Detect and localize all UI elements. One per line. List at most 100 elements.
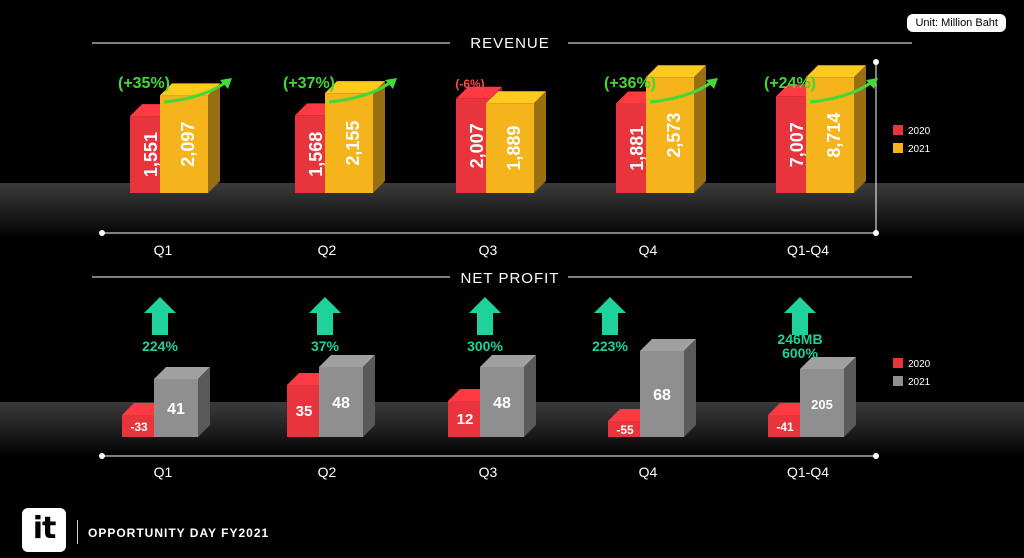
bar-top-face [319,355,375,367]
bar-top-face [646,65,706,78]
profit-value-label-2020-Q3: 12 [457,411,474,428]
revenue-category-label-Q1-Q4: Q1-Q4 [787,242,829,258]
profit-category-label-Q3: Q3 [479,464,498,480]
profit-extra-label-Q1-Q4: 246MB [777,331,822,347]
bar-front-face [122,415,156,437]
bar-side-face [694,65,706,193]
profit-value-label-2021-Q1-Q4: 205 [811,397,833,412]
growth-arrow-curve [328,80,392,104]
revenue-value-label-2021-Q1: 2,097 [178,122,198,167]
bar-side-face [854,65,866,193]
bar-top-face [456,86,502,99]
profit-growth-label-Q1-Q4: 600% [782,345,818,361]
revenue-growth-arrow-Q1 [163,78,232,104]
revenue-growth-arrow-Q4 [649,78,718,104]
revenue-category-label-Q3: Q3 [479,242,498,258]
section-title: NET PROFIT [461,270,560,287]
bar-side-face [198,367,210,437]
bar-front-face [646,77,694,193]
revenue-legend-label-2021: 2021 [908,144,931,155]
profit-value-label-2021-Q4: 68 [653,387,671,404]
revenue-bar-2021-Q3 [486,91,546,193]
profit-growth-label-Q2: 37% [311,338,340,354]
bar-top-face [800,357,856,369]
revenue-bar-2021-Q4 [646,65,706,193]
revenue-growth-label-Q4: (+36%) [604,75,656,92]
bar-front-face [768,415,802,437]
revenue-growth-label-Q3: (-6%) [455,77,484,91]
profit-growth-arrow-Q1-Q4 [784,297,816,335]
profit-bar-2021-Q4 [640,339,696,437]
revenue-bar-2021-Q2 [325,81,385,193]
profit-legend-label-2021: 2021 [908,377,931,388]
profit-value-label-2020-Q1-Q4: -41 [776,420,794,434]
profit-growth-arrow-Q2 [309,297,341,335]
profit-category-label-Q1-Q4: Q1-Q4 [787,464,829,480]
bar-side-face [534,91,546,193]
profit-value-label-2021-Q1: 41 [167,401,185,418]
growth-arrow-head [220,78,232,89]
bar-front-face [776,96,810,193]
revenue-value-label-2021-Q2: 2,155 [343,121,363,166]
bar-front-face [295,115,329,193]
footer-divider [77,520,78,544]
revenue-legend-swatch-2021 [893,143,903,153]
growth-arrow-head [866,78,878,89]
bar-front-face [806,77,854,193]
axis-end-dot [99,230,105,236]
profit-bar-2021-Q3 [480,355,536,437]
axis-end-dot [873,453,879,459]
revenue-category-label-Q1: Q1 [154,242,173,258]
profit-bar-2021-Q1 [154,367,210,437]
profit-bar-2021-Q2 [319,355,375,437]
growth-arrow-curve [649,80,713,104]
revenue-value-label-2020-Q1-Q4: 7,007 [787,122,807,167]
profit-category-label-Q2: Q2 [318,464,337,480]
bar-front-face [160,95,208,193]
profit-growth-arrow-Q3 [469,297,501,335]
bar-side-face [373,81,385,193]
revenue-growth-label-Q1-Q4: (+24%) [764,75,816,92]
revenue-value-label-2020-Q2: 1,568 [306,132,326,177]
bar-top-face [154,367,210,379]
growth-arrow-curve [163,80,227,104]
profit-category-label-Q1: Q1 [154,464,173,480]
revenue-value-label-2021-Q4: 2,573 [664,113,684,158]
profit-category-label-Q4: Q4 [639,464,658,480]
revenue-bar-2021-Q1-Q4 [806,65,866,193]
revenue-legend-swatch-2020 [893,125,903,135]
bar-front-face [319,367,363,437]
bar-side-face [684,339,696,437]
axis-end-dot [99,453,105,459]
footer: it OPPORTUNITY DAY FY2021 [0,500,1024,558]
bar-side-face [524,355,536,437]
revenue-growth-label-Q1: (+35%) [118,75,170,92]
bar-front-face [480,367,524,437]
axis-end-dot [873,59,879,65]
revenue-growth-arrow-Q1-Q4 [809,78,878,104]
bar-side-face [208,83,220,193]
revenue-growth-label-Q2: (+37%) [283,75,335,92]
revenue-value-label-2020-Q4: 1,881 [627,126,647,171]
profit-value-label-2021-Q3: 48 [493,395,511,412]
bar-side-face [844,357,856,437]
bar-front-face [608,421,642,437]
bar-front-face [456,98,490,193]
bar-front-face [154,379,198,437]
profit-growth-label-Q4: 223% [592,338,628,354]
bar-top-face [480,355,536,367]
bar-side-face [363,355,375,437]
growth-arrow-curve [809,80,873,104]
profit-value-label-2020-Q2: 35 [296,403,313,420]
profit-growth-arrow-Q1 [144,297,176,335]
bar-top-face [806,65,866,78]
revenue-value-label-2021-Q3: 1,889 [504,126,524,171]
profit-growth-arrow-Q4 [594,297,626,335]
revenue-value-label-2021-Q1-Q4: 8,714 [824,113,844,158]
revenue-value-label-2020-Q3: 2,007 [467,123,487,168]
profit-value-label-2020-Q4: -55 [616,423,634,437]
revenue-category-label-Q4: Q4 [639,242,658,258]
profit-growth-label-Q1: 224% [142,338,178,354]
profit-growth-label-Q3: 300% [467,338,503,354]
bar-front-face [640,351,684,437]
